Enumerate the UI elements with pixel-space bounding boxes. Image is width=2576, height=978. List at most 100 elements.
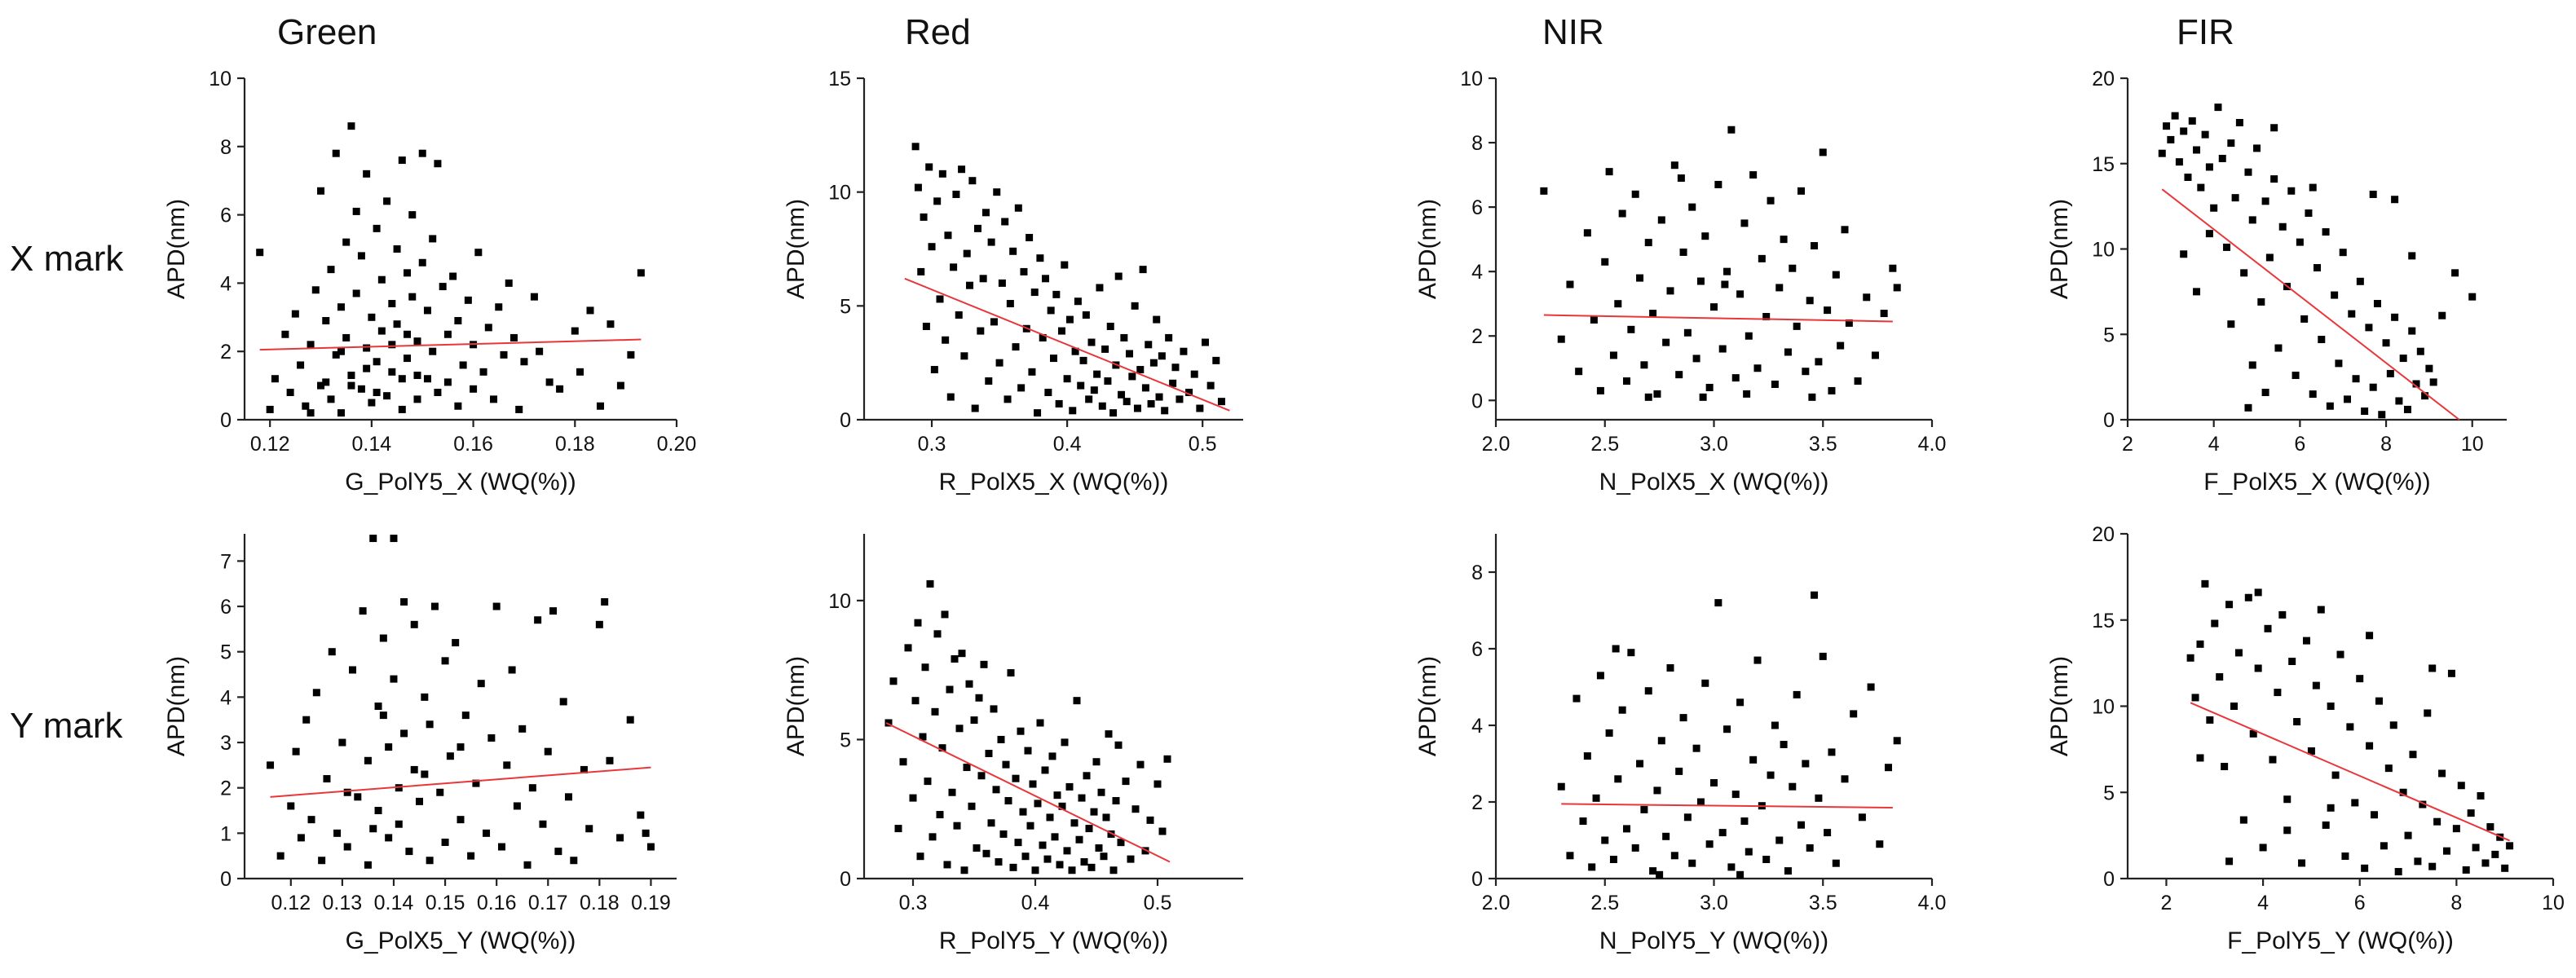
- data-point: [985, 749, 993, 757]
- data-point: [1107, 830, 1115, 838]
- data-point: [1683, 328, 1692, 337]
- data-point: [2264, 624, 2272, 632]
- data-point: [374, 807, 382, 815]
- column-title-green: Green: [277, 12, 377, 52]
- data-point: [1098, 402, 1106, 410]
- data-point: [2287, 187, 2296, 195]
- data-point: [1093, 370, 1101, 378]
- data-point: [302, 716, 311, 724]
- data-point: [1819, 148, 1827, 156]
- data-point: [963, 249, 971, 258]
- fit-line: [885, 722, 1171, 863]
- data-point: [968, 802, 976, 810]
- data-point: [637, 269, 645, 277]
- data-point: [1696, 798, 1705, 806]
- data-point: [556, 385, 564, 393]
- data-point: [1623, 825, 1630, 833]
- data-point: [2244, 593, 2252, 601]
- data-point: [388, 368, 396, 376]
- data-point: [952, 190, 960, 198]
- data-point: [2227, 320, 2235, 328]
- data-point: [1006, 300, 1014, 308]
- data-point: [1740, 219, 1749, 227]
- data-point: [429, 235, 437, 243]
- data-point: [2428, 664, 2437, 672]
- data-point: [2477, 791, 2485, 800]
- data-point: [439, 283, 447, 291]
- data-point: [2239, 816, 2247, 824]
- data-point: [1102, 813, 1110, 822]
- data-point: [388, 341, 396, 349]
- data-point: [911, 697, 920, 705]
- x-tick-label: 2: [2122, 433, 2133, 456]
- data-point: [1114, 741, 1123, 749]
- data-point: [565, 793, 572, 801]
- fit-line: [2190, 702, 2511, 842]
- data-point: [323, 775, 331, 783]
- data-point: [925, 163, 933, 171]
- data-point: [1007, 669, 1015, 677]
- data-point: [958, 165, 966, 174]
- data-point: [545, 378, 554, 386]
- data-point: [616, 381, 624, 390]
- data-point: [377, 327, 386, 335]
- data-point: [999, 830, 1008, 838]
- data-point: [470, 385, 478, 393]
- data-point: [1824, 306, 1832, 315]
- data-point: [1596, 386, 1604, 394]
- data-point: [373, 388, 381, 396]
- data-point: [2361, 408, 2369, 416]
- data-point: [1828, 386, 1836, 394]
- y-axis-label: APD(nm): [1414, 199, 1441, 299]
- data-point: [1721, 280, 1729, 289]
- data-point: [1656, 870, 1664, 879]
- data-point: [1039, 333, 1047, 341]
- x-axis-label: R_PolY5_Y (WQ(%)): [939, 927, 1168, 954]
- data-point: [1649, 867, 1657, 875]
- data-point: [919, 733, 927, 741]
- x-tick-label: 0.13: [323, 892, 363, 914]
- x-tick-label: 0.17: [528, 892, 568, 914]
- x-tick-label: 0.4: [1021, 892, 1050, 914]
- data-point: [1688, 859, 1696, 867]
- data-point: [2335, 359, 2343, 368]
- data-point: [534, 616, 542, 624]
- data-point: [2429, 378, 2437, 386]
- y-tick-label: 6: [220, 596, 232, 619]
- y-tick-label: 20: [2092, 68, 2115, 90]
- data-point: [1670, 161, 1678, 170]
- data-point: [637, 811, 645, 819]
- data-point: [1666, 664, 1674, 672]
- data-point: [904, 644, 912, 652]
- data-point: [1627, 325, 1635, 333]
- data-point: [2394, 868, 2402, 876]
- data-point: [2196, 754, 2204, 762]
- data-point: [2366, 742, 2374, 750]
- data-point: [500, 350, 508, 359]
- data-point: [1601, 258, 1609, 266]
- data-point: [2318, 336, 2326, 344]
- data-point: [416, 797, 424, 805]
- data-point: [1034, 409, 1042, 417]
- data-point: [1710, 303, 1718, 311]
- data-point: [2404, 831, 2412, 839]
- data-point: [441, 838, 449, 846]
- x-axis-label: G_PolX5_Y (WQ(%)): [346, 927, 576, 954]
- data-point: [1824, 829, 1832, 837]
- data-point: [291, 310, 299, 318]
- data-point: [1819, 652, 1827, 660]
- data-point: [1001, 218, 1009, 226]
- y-tick-label: 0: [840, 409, 851, 432]
- data-point: [950, 263, 958, 271]
- fit-line: [259, 338, 642, 351]
- data-point: [2278, 222, 2287, 231]
- data-point: [1753, 656, 1762, 664]
- data-point: [413, 395, 421, 403]
- data-point: [1749, 171, 1758, 179]
- data-point: [1771, 381, 1779, 389]
- data-point: [1832, 271, 1840, 279]
- data-point: [1789, 264, 1797, 272]
- data-point: [2428, 862, 2437, 870]
- data-point: [2191, 694, 2199, 702]
- y-tick-label: 15: [828, 68, 851, 90]
